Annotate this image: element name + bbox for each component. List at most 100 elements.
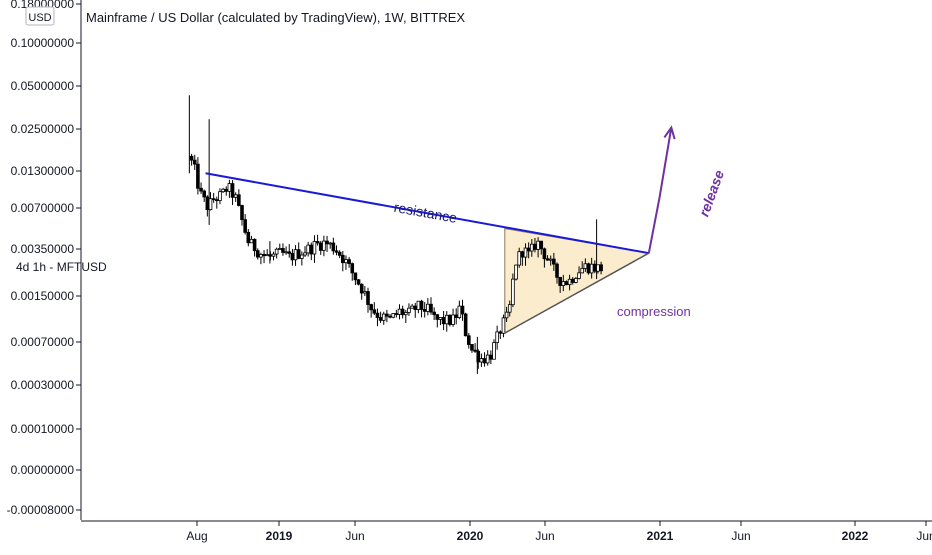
candle-body xyxy=(416,300,421,310)
candle-body xyxy=(385,313,389,317)
candle-body xyxy=(530,243,534,252)
candle-body xyxy=(227,183,232,192)
candle-body xyxy=(574,278,578,283)
candle-body xyxy=(293,249,298,261)
candle-body xyxy=(303,252,307,256)
candle-body xyxy=(366,291,370,305)
y-tick-label: 0.05000000 xyxy=(11,79,75,93)
candle-body xyxy=(252,238,257,252)
candle-body xyxy=(558,276,562,286)
candle-body xyxy=(192,159,197,165)
y-tick-label: 0.10000000 xyxy=(11,36,75,50)
candle-body xyxy=(369,304,373,311)
candle-body xyxy=(300,254,304,259)
candle-body xyxy=(492,342,496,360)
candle-body xyxy=(347,259,351,265)
candle-body xyxy=(309,244,314,255)
candle-body xyxy=(429,303,433,313)
y-tick-label: 0.00000000 xyxy=(11,463,75,477)
candle-body xyxy=(375,312,380,318)
candle-body xyxy=(208,198,213,210)
candle-body xyxy=(271,253,276,257)
x-tick-label: 2020 xyxy=(457,529,484,543)
candle-body xyxy=(596,264,600,272)
candle-body xyxy=(479,358,484,363)
candle-body xyxy=(507,304,512,313)
candle-body xyxy=(344,259,348,264)
candle-body xyxy=(312,241,317,255)
candle-body xyxy=(498,331,503,334)
release-arrow-head xyxy=(663,125,676,140)
candle-body xyxy=(533,243,537,250)
candle-body xyxy=(422,309,427,312)
compression-line[interactable] xyxy=(504,252,650,334)
candle-body xyxy=(536,240,540,250)
candle-body xyxy=(259,254,263,258)
candle-body xyxy=(413,305,418,310)
y-tick-label: 0.00030000 xyxy=(11,378,75,392)
candle-body xyxy=(218,191,222,201)
candle-body xyxy=(296,249,301,259)
candle-body xyxy=(315,241,320,244)
candle-body xyxy=(542,248,547,260)
y-tick-label: 0.00070000 xyxy=(11,335,75,349)
candle-body xyxy=(397,308,402,315)
candle-body xyxy=(255,250,260,258)
candle-body xyxy=(567,278,572,286)
candle-body xyxy=(403,312,408,316)
candle-body xyxy=(391,313,395,318)
candle-body xyxy=(262,254,266,257)
candle-body xyxy=(526,247,531,252)
candle-body xyxy=(523,247,528,258)
candle-body xyxy=(328,242,332,245)
candle-body xyxy=(520,251,525,258)
candle-body xyxy=(410,305,414,309)
candle-body xyxy=(199,187,203,192)
candle-body xyxy=(318,242,323,251)
candle-body xyxy=(407,307,411,313)
candle-body xyxy=(353,272,358,281)
candle-body xyxy=(274,248,279,255)
candle-body xyxy=(589,263,594,274)
x-axis[interactable]: Aug 2019 Jun 2020 Jun 2021 Jun 2022 Jun xyxy=(81,520,932,543)
candle-body xyxy=(548,258,553,261)
x-tick-label: Aug xyxy=(186,529,207,543)
x-tick-label: Jun xyxy=(916,529,932,543)
annotation-resistance: resistance xyxy=(393,199,459,226)
candle-body xyxy=(545,258,550,261)
annotation-release: release xyxy=(696,168,728,219)
candle-body xyxy=(381,313,386,321)
resistance-line[interactable] xyxy=(205,172,649,255)
candle-body xyxy=(495,331,499,344)
candle-body xyxy=(451,314,455,325)
candle-body xyxy=(561,281,566,286)
y-axis[interactable]: 0.18000000 0.10000000 0.05000000 0.02500000… xyxy=(7,0,82,520)
candle-body xyxy=(356,279,361,285)
candle-body xyxy=(466,335,471,345)
candle-body xyxy=(221,188,225,193)
candle-body xyxy=(284,251,288,254)
currency-badge[interactable] xyxy=(25,6,55,26)
candle-body xyxy=(196,163,200,189)
y-tick-label: 0.00150000 xyxy=(11,289,75,303)
candle-body xyxy=(501,317,506,334)
candle-body xyxy=(444,314,449,325)
x-tick-label: Jun xyxy=(535,529,554,543)
candle-body xyxy=(281,248,285,253)
candle-body xyxy=(485,354,490,364)
y-tick-label: -0.00008000 xyxy=(7,503,75,517)
candle-body xyxy=(552,258,556,265)
y-tick-label: 0.00700000 xyxy=(11,201,75,215)
candle-body xyxy=(340,254,345,264)
x-tick-label: 2021 xyxy=(647,529,674,543)
candle-body xyxy=(511,278,515,306)
candle-body xyxy=(388,315,392,318)
y-tick-label: 0.18000000 xyxy=(11,0,75,11)
candle-body xyxy=(372,309,377,314)
release-arrow[interactable] xyxy=(647,127,673,254)
candle-body xyxy=(570,278,575,283)
annotation-compression: compression xyxy=(617,304,691,319)
candle-body xyxy=(277,248,282,250)
